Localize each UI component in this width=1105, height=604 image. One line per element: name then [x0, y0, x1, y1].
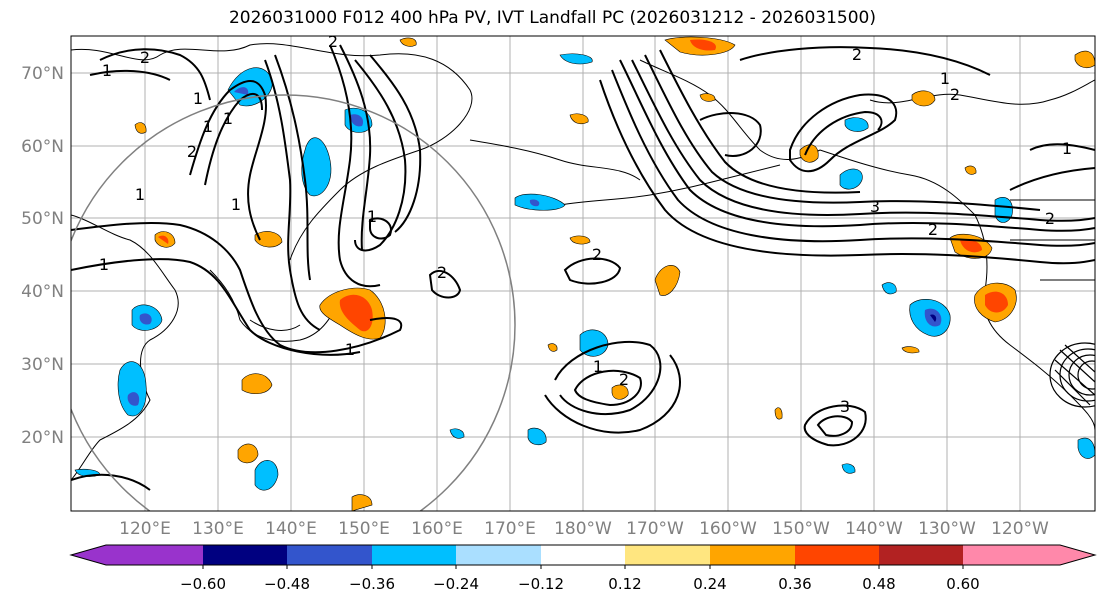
colorbar: [69, 544, 1097, 566]
contour-label: 1: [203, 117, 213, 136]
contour-label: 3: [870, 197, 880, 216]
longitude-label: 150°W: [772, 519, 830, 539]
latitude-label: 20°N: [21, 428, 64, 448]
contour-label: 2: [619, 370, 629, 389]
latitude-label: 50°N: [21, 209, 64, 229]
colorbar-segment: [71, 545, 203, 565]
contour-label: 3: [840, 397, 850, 416]
longitude-labels: 120°E 130°E 140°E 150°E 160°E 170°E 180°W 170°W…: [119, 519, 1049, 539]
contour-label: 2: [187, 142, 197, 161]
colorbar-tick-label: 0.60: [946, 575, 979, 593]
latitude-label: 30°N: [21, 355, 64, 375]
longitude-label: 120°W: [991, 519, 1049, 539]
colorbar-tick-label: −0.48: [264, 575, 310, 593]
colorbar-segment: [795, 545, 879, 565]
colorbar-segment: [963, 545, 1095, 565]
pv-shading: [74, 36, 1095, 511]
colorbar-segment: [372, 545, 456, 565]
colorbar-tick-label: −0.24: [433, 575, 479, 593]
longitude-label: 170°E: [484, 519, 536, 539]
contour-label: 1: [593, 357, 603, 376]
colorbar-tick-label: 0.24: [693, 575, 726, 593]
colorbar-tick-label: −0.60: [180, 575, 226, 593]
contour-label: 1: [345, 340, 355, 359]
longitude-label: 150°E: [338, 519, 390, 539]
map-border: [70, 35, 1096, 512]
contour-label: 1: [193, 89, 203, 108]
contour-label: 1: [135, 185, 145, 204]
contour-label: 2: [592, 245, 602, 264]
contour-label: 1: [99, 255, 109, 274]
longitude-label: 170°W: [626, 519, 684, 539]
colorbar-segment: [456, 545, 541, 565]
longitude-label: 160°E: [411, 519, 463, 539]
longitude-label: 130°E: [192, 519, 244, 539]
colorbar-segment: [625, 545, 710, 565]
target-circle: [71, 94, 516, 511]
longitude-label: 140°E: [265, 519, 317, 539]
colorbar-tick-label: −0.12: [518, 575, 564, 593]
colorbar-segment: [203, 545, 287, 565]
longitude-label: 120°E: [119, 519, 171, 539]
colorbar-segment: [287, 545, 372, 565]
hatched-contours: [1049, 342, 1095, 408]
contour-label: 1: [231, 195, 241, 214]
latitude-label: 60°N: [21, 137, 64, 157]
colorbar-outline: [69, 544, 1097, 566]
ivt-contours: [71, 44, 1095, 491]
colorbar-tick-label: 0.36: [778, 575, 811, 593]
contour-label: 1: [102, 61, 112, 80]
contour-label: 2: [950, 85, 960, 104]
contour-label: 2: [928, 220, 938, 239]
colorbar-tick-labels: −0.60 −0.48 −0.36 −0.24 −0.12 0.12 0.24 0.36 0.4…: [180, 565, 980, 593]
colorbar-tick-label: −0.36: [349, 575, 395, 593]
colorbar-segment: [879, 545, 963, 565]
longitude-label: 160°W: [699, 519, 757, 539]
contour-label: 1: [367, 207, 377, 226]
latitude-label: 40°N: [21, 282, 64, 302]
latitude-label: 70°N: [21, 64, 64, 84]
contour-label: 2: [328, 32, 338, 51]
colorbar-tick-label: 0.48: [862, 575, 895, 593]
colorbar-segment: [710, 545, 795, 565]
colorbar-segment: [541, 545, 625, 565]
longitude-label: 140°W: [845, 519, 903, 539]
contour-label: 2: [1045, 209, 1055, 228]
contour-label: 2: [140, 48, 150, 67]
map-title: 2026031000 F012 400 hPa PV, IVT Landfall…: [228, 8, 876, 28]
longitude-label: 130°W: [918, 519, 976, 539]
colorbar-tick-label: 0.12: [608, 575, 641, 593]
longitude-label: 180°W: [554, 519, 612, 539]
contour-label: 2: [852, 45, 862, 64]
contour-label: 2: [437, 263, 447, 282]
latitude-labels: 70°N 60°N 50°N 40°N 30°N 20°N: [21, 64, 64, 448]
contour-label: 1: [1062, 139, 1072, 158]
contour-label: 1: [940, 69, 950, 88]
contour-label: 1: [223, 109, 233, 128]
